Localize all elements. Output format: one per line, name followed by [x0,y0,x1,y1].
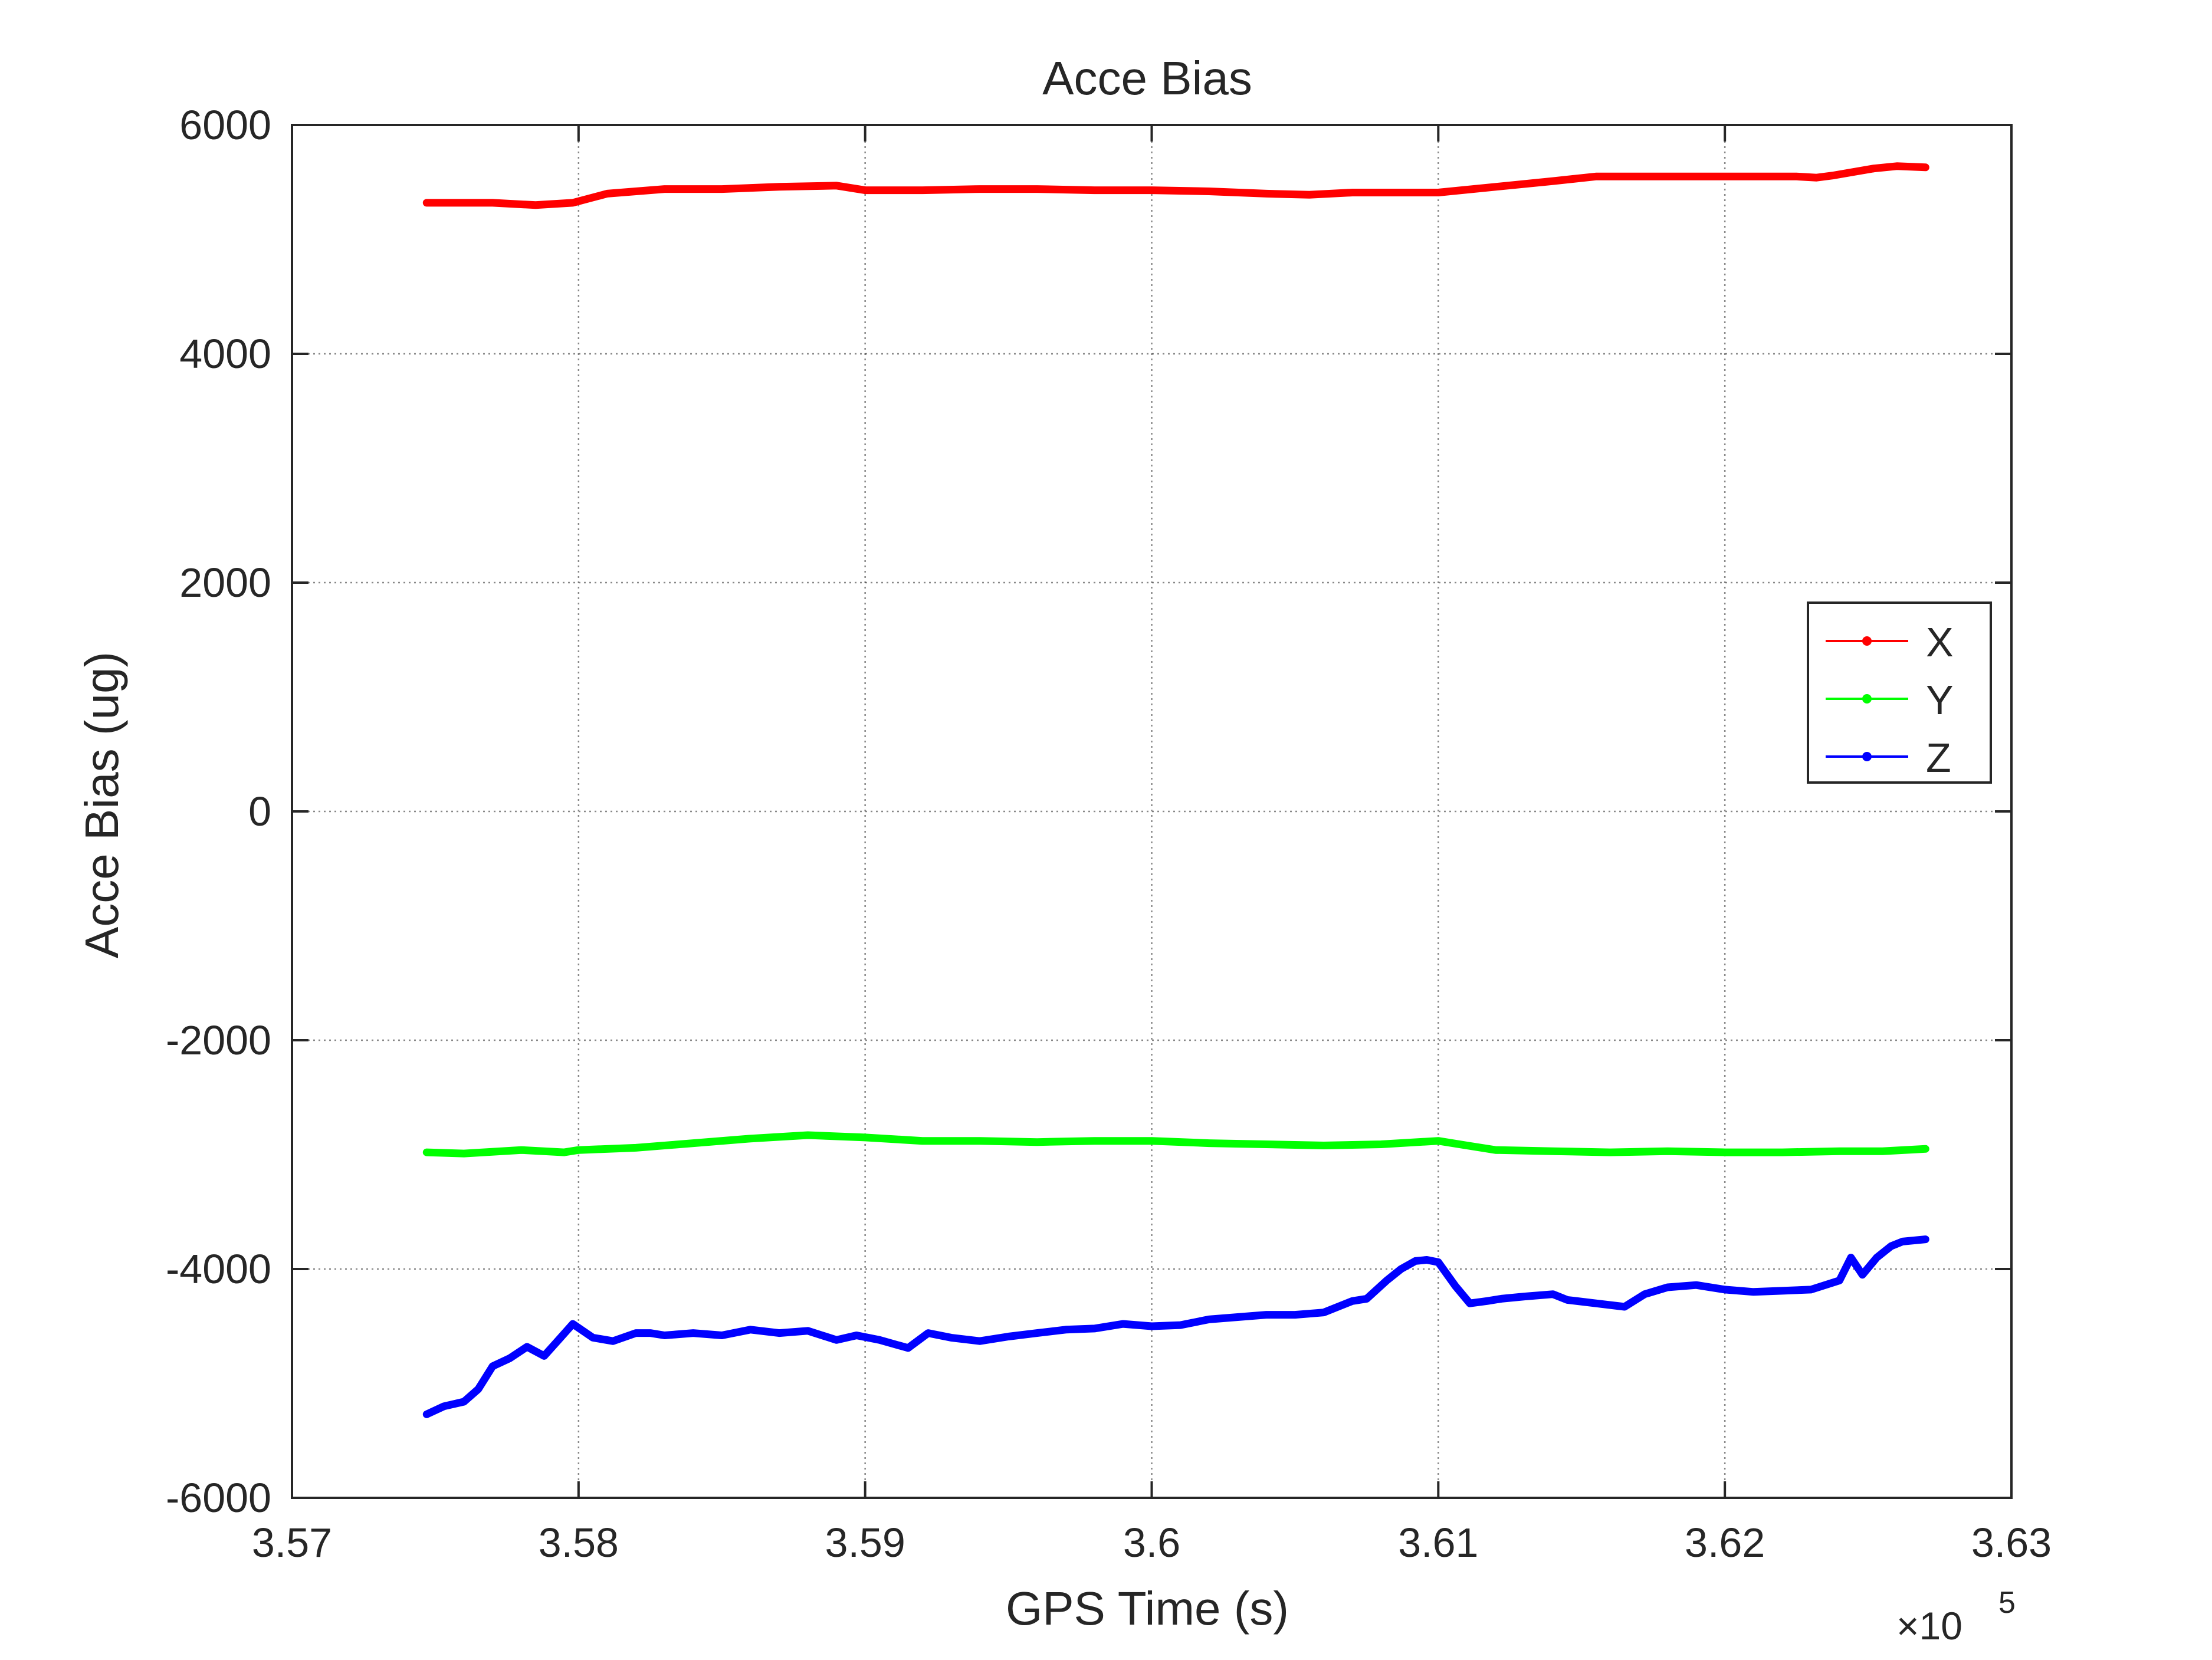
y-tick-label: 2000 [179,560,271,606]
chart-title: Acce Bias [1042,52,1252,104]
axes: 3.57 3.58 3.59 3.6 3.61 3.62 3.63 -6000 -4000 -20… [166,102,2052,1566]
x-tick-label: 3.61 [1398,1520,1478,1566]
x-tick-label: 3.59 [825,1520,905,1566]
x-tick-label: 3.57 [252,1520,332,1566]
series-line-y [422,1131,1929,1158]
y-tick-label: -4000 [166,1246,271,1292]
series-layer [422,162,1929,1418]
legend-marker-x [1862,636,1872,646]
legend-label-y: Y [1926,677,1954,723]
x-tick-label: 3.63 [1971,1520,2052,1566]
grid-lines [292,125,2011,1498]
legend-marker-y [1862,694,1872,704]
legend-label-x: X [1926,619,1954,665]
x-axis-exponent: ×10 5 [1896,1586,2016,1648]
series-line-x [422,162,1929,209]
legend-box [1807,601,1992,784]
x-axis-exponent-base: ×10 [1896,1604,1962,1648]
series-line-z [422,1235,1929,1418]
legend: XYZ [1807,601,1992,784]
y-tick-label: 4000 [179,331,271,377]
legend-marker-z [1862,752,1872,761]
x-axis-label: GPS Time (s) [1006,1582,1289,1635]
x-tick-label: 3.62 [1685,1520,1765,1566]
y-axis-label: Acce Bias (ug) [76,652,128,958]
y-tick-label: 6000 [179,102,271,148]
y-tick-label: 0 [248,788,271,834]
y-tick-label: -2000 [166,1017,271,1063]
legend-label-z: Z [1926,735,1951,781]
x-tick-label: 3.6 [1123,1520,1180,1566]
y-tick-label: -6000 [166,1475,271,1521]
x-axis-exponent-power: 5 [1998,1586,2016,1620]
x-tick-label: 3.58 [539,1520,619,1566]
